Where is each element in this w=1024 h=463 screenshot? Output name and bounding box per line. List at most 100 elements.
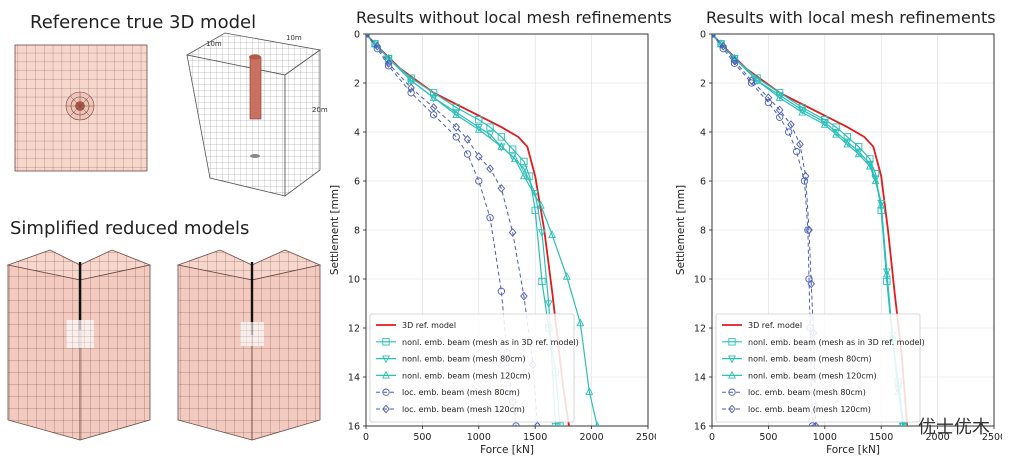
series-point <box>384 53 393 62</box>
series-point <box>877 200 886 209</box>
series-point <box>486 164 494 174</box>
series-point <box>519 171 528 180</box>
series-point <box>747 76 756 85</box>
series-point <box>801 171 810 181</box>
y-tick-label: 6 <box>700 177 706 188</box>
y-tick-label: 16 <box>348 422 360 433</box>
series-point <box>775 105 784 115</box>
series-point <box>475 116 483 124</box>
reference-top-view-mesh <box>14 44 148 172</box>
legend-label: nonl. emb. beam (mesh as in 3D ref. mode… <box>402 338 579 347</box>
plot-frame <box>365 33 649 427</box>
y-tick-label: 14 <box>694 373 706 384</box>
series-point <box>407 75 416 84</box>
series-line <box>366 34 561 426</box>
simplified-model-a <box>6 249 152 441</box>
y-tick-label: 8 <box>354 226 360 237</box>
series-point <box>463 150 472 158</box>
series-point <box>882 269 891 278</box>
series-point <box>730 59 739 68</box>
series-point <box>407 89 415 97</box>
series-point <box>796 139 804 149</box>
legend-label: nonl. emb. beam (mesh 120cm) <box>748 371 877 380</box>
series-point <box>594 421 600 426</box>
legend-marker <box>728 388 736 396</box>
series-point <box>430 89 438 97</box>
x-axis-label: Force [kN] <box>826 444 880 456</box>
legend-marker <box>382 355 390 364</box>
y-tick-label: 0 <box>354 30 360 41</box>
series-point <box>805 225 813 235</box>
series-point <box>843 139 852 148</box>
series-point <box>475 152 483 161</box>
series-point <box>474 124 483 133</box>
series-point <box>877 199 886 208</box>
legend-marker <box>728 338 736 346</box>
series-point <box>452 122 461 132</box>
series-point <box>775 92 784 101</box>
series-point <box>719 41 728 51</box>
legend: 3D ref. model nonl. emb. beam (mesh as in… <box>369 313 579 423</box>
y-tick-label: 4 <box>354 128 360 139</box>
series-5 <box>366 34 542 426</box>
y-tick-label: 8 <box>700 226 706 237</box>
series-point <box>533 421 542 426</box>
series-point <box>764 98 773 107</box>
legend-label: loc. emb. beam (mesh 80cm) <box>748 388 866 397</box>
y-tick-label: 12 <box>348 324 360 335</box>
series-point <box>785 128 793 136</box>
legend-marker <box>382 338 390 346</box>
legend: 3D ref. model nonl. emb. beam (mesh as in… <box>715 313 925 423</box>
y-tick-label: 12 <box>694 324 706 335</box>
series-point <box>871 175 880 184</box>
legend-marker <box>728 370 736 379</box>
legend-label: loc. emb. beam (mesh 120cm) <box>402 405 525 414</box>
x-tick-label: 1000 <box>813 432 837 443</box>
x-tick-label: 0 <box>363 432 369 443</box>
series-point <box>429 103 438 112</box>
series-point <box>808 422 817 426</box>
x-tick-label: 500 <box>759 432 777 443</box>
series-line <box>366 34 538 426</box>
series-point <box>463 134 472 144</box>
y-axis-label: Settlement [mm] <box>675 185 687 275</box>
y-tick-label: 16 <box>694 422 706 433</box>
legend-label: 3D ref. model <box>402 321 456 330</box>
series-point <box>538 229 546 238</box>
series-point <box>753 75 762 84</box>
y-tick-label: 2 <box>354 79 360 90</box>
series-point <box>373 41 382 51</box>
legend-marker <box>728 404 736 414</box>
legend-marker <box>382 388 390 396</box>
y-tick-label: 0 <box>700 30 706 41</box>
legend-label: 3D ref. model <box>748 321 802 330</box>
plot-frame <box>711 33 995 427</box>
y-tick-label: 10 <box>694 275 706 286</box>
series-point <box>407 83 415 93</box>
series-point <box>832 129 841 138</box>
y-tick-label: 4 <box>700 128 706 139</box>
series-point <box>898 422 907 426</box>
legend-marker <box>382 404 390 414</box>
series-point <box>798 107 807 116</box>
x-tick-label: 2000 <box>580 432 604 443</box>
series-point <box>562 271 571 280</box>
series-point <box>548 230 557 239</box>
series-point <box>373 45 381 53</box>
x-tick-label: 500 <box>413 432 431 443</box>
y-tick-label: 14 <box>348 373 360 384</box>
series-line <box>366 34 598 426</box>
series-line <box>712 34 905 426</box>
series-point <box>807 279 816 289</box>
x-tick-label: 1000 <box>467 432 491 443</box>
legend-label: nonl. emb. beam (mesh 80cm) <box>402 355 526 364</box>
model-illustrations: 10m 10m 20m <box>6 32 328 441</box>
series-3 <box>366 34 600 426</box>
series-point <box>474 123 483 132</box>
series-point <box>787 120 795 130</box>
x-tick-label: 1500 <box>523 432 547 443</box>
series-point <box>719 45 727 53</box>
simplified-model-b <box>176 249 322 441</box>
